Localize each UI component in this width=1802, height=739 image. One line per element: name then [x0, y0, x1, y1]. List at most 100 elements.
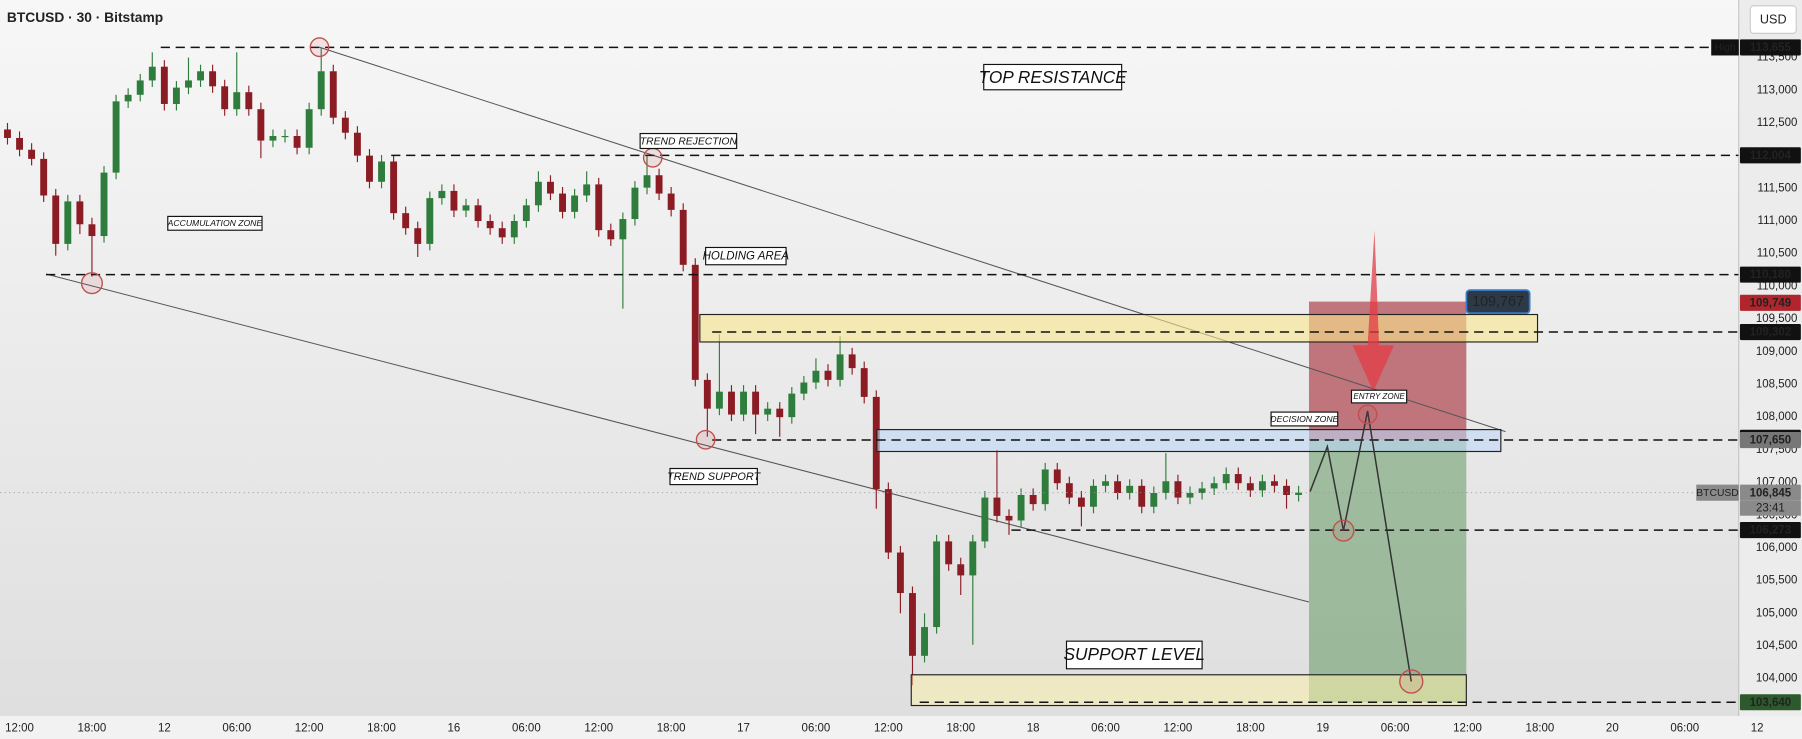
marker	[309, 37, 330, 58]
trend-line	[319, 46, 1506, 433]
annotation-box	[1065, 640, 1203, 670]
candle-body	[848, 354, 856, 369]
x-tick-label: 18:00	[657, 723, 686, 735]
candle-body	[281, 136, 289, 138]
candle-body	[1053, 469, 1061, 484]
annotation: ENTRY ZONE	[1353, 392, 1405, 401]
y-tick-label: 111,000	[1758, 215, 1798, 227]
marker	[80, 272, 103, 295]
candle-body	[607, 230, 615, 240]
candle-body	[510, 221, 518, 238]
x-tick-label: 18:00	[1236, 723, 1265, 735]
entry-arrow	[1352, 230, 1395, 392]
price-label: 113,655	[1750, 42, 1792, 54]
candle-body	[1283, 485, 1290, 495]
currency: USD	[1760, 12, 1787, 26]
candle-body	[764, 408, 772, 415]
candle-body	[812, 370, 820, 383]
callout-label: 109,767	[1472, 294, 1524, 310]
price-label: 107,650	[1750, 435, 1792, 447]
candle-body	[1174, 481, 1182, 498]
price-label-box	[1739, 522, 1801, 539]
zone	[910, 674, 1467, 707]
annotation: TOP RESISTANCE	[979, 67, 1128, 87]
x-tick-label: 12:00	[874, 723, 903, 735]
callout-box	[1465, 289, 1531, 315]
candle-body	[800, 382, 808, 394]
candle-body	[921, 627, 928, 656]
y-tick-label: 104,000	[1756, 673, 1798, 685]
candle-body	[534, 181, 542, 206]
x-tick-label: 12:00	[1164, 723, 1193, 735]
high-tag: High	[1714, 43, 1736, 54]
y-tick-label: 106,000	[1756, 542, 1798, 554]
candle-body	[571, 195, 579, 212]
candle-body	[788, 393, 796, 418]
countdown-box	[1739, 500, 1801, 516]
price-label: 109,302	[1750, 327, 1792, 339]
price-label-box	[1739, 694, 1801, 711]
x-tick-label: 19	[1316, 723, 1329, 735]
marker	[1357, 404, 1378, 425]
x-tick-label: 18:00	[367, 723, 396, 735]
candle-body	[4, 129, 11, 138]
marker	[695, 429, 716, 450]
candle-body	[836, 354, 844, 380]
price-label-box	[1739, 147, 1801, 164]
annotation-box	[705, 246, 787, 266]
candle-body	[245, 92, 253, 110]
candle-body	[88, 224, 96, 237]
candle-body	[366, 155, 373, 182]
price-label-box	[1739, 323, 1801, 341]
candle-body	[64, 201, 72, 244]
annotation: TREND REJECTION	[640, 136, 738, 147]
marker	[1332, 519, 1355, 542]
candle-body	[1271, 481, 1278, 486]
trend-line	[45, 273, 1310, 603]
candle-body	[329, 71, 337, 118]
candle-body	[341, 117, 349, 133]
candle-body	[715, 391, 723, 409]
candle-body	[728, 391, 735, 415]
y-tick-label: 108,500	[1756, 378, 1798, 390]
candle-body	[993, 497, 1001, 516]
countdown: 23:41	[1756, 502, 1785, 514]
x-tick-label: 18:00	[1526, 723, 1555, 735]
x-tick-label: 12	[158, 723, 171, 735]
candle-body	[197, 71, 204, 81]
price-label-box	[1739, 484, 1801, 501]
candle-body	[1162, 481, 1170, 494]
annotation: DECISION ZONE	[1270, 414, 1338, 424]
candle-body	[40, 158, 48, 196]
marker	[642, 147, 663, 168]
candle-body	[498, 228, 506, 238]
candle-body	[643, 175, 651, 188]
candle-body	[1114, 481, 1122, 494]
y-tick-label: 109,500	[1756, 313, 1798, 325]
candle-body	[16, 137, 23, 150]
axis-labels: 104,000104,500105,000105,500106,000106,5…	[5, 39, 1801, 735]
candle-body	[293, 136, 301, 148]
annotation-box	[639, 132, 738, 150]
candle-body	[957, 564, 965, 576]
annotations: TOP RESISTANCE TREND REJECTION ACCUMULAT…	[167, 63, 1408, 670]
x-tick-label: 18:00	[946, 723, 975, 735]
candle-body	[1186, 493, 1194, 498]
candle-body	[148, 66, 156, 81]
candle-body	[824, 370, 832, 380]
candle-body	[740, 391, 747, 415]
candle-body	[1234, 474, 1242, 484]
x-tick-label: 12:00	[584, 723, 613, 735]
y-tick-label: 110,000	[1757, 280, 1798, 292]
zone	[699, 313, 1539, 343]
candle-body	[1041, 469, 1049, 505]
candle-body	[450, 190, 458, 211]
price-label-box	[1739, 294, 1801, 311]
candle-body	[426, 198, 434, 244]
candle-body	[390, 161, 398, 214]
trend-lines	[45, 46, 1506, 603]
x-tick-label: 16	[448, 723, 461, 735]
candle-body	[691, 264, 699, 380]
